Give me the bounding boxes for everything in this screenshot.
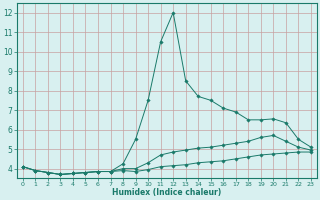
X-axis label: Humidex (Indice chaleur): Humidex (Indice chaleur) (112, 188, 221, 197)
